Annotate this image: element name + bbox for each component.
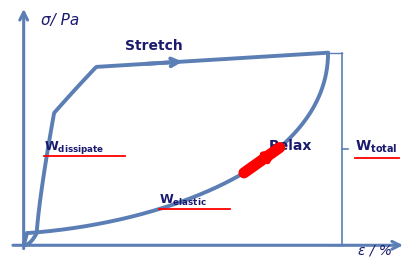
Text: $\mathbf{W_{elastic}}$: $\mathbf{W_{elastic}}$ — [159, 193, 207, 208]
Text: Stretch: Stretch — [125, 39, 183, 53]
Text: $\mathbf{W_{dissipate}}$: $\mathbf{W_{dissipate}}$ — [44, 140, 104, 156]
Text: Relax: Relax — [269, 139, 312, 153]
Text: ε / %: ε / % — [358, 243, 392, 257]
Text: $\mathbf{W_{total}}$: $\mathbf{W_{total}}$ — [355, 139, 398, 155]
Text: σ/ Pa: σ/ Pa — [41, 13, 79, 28]
